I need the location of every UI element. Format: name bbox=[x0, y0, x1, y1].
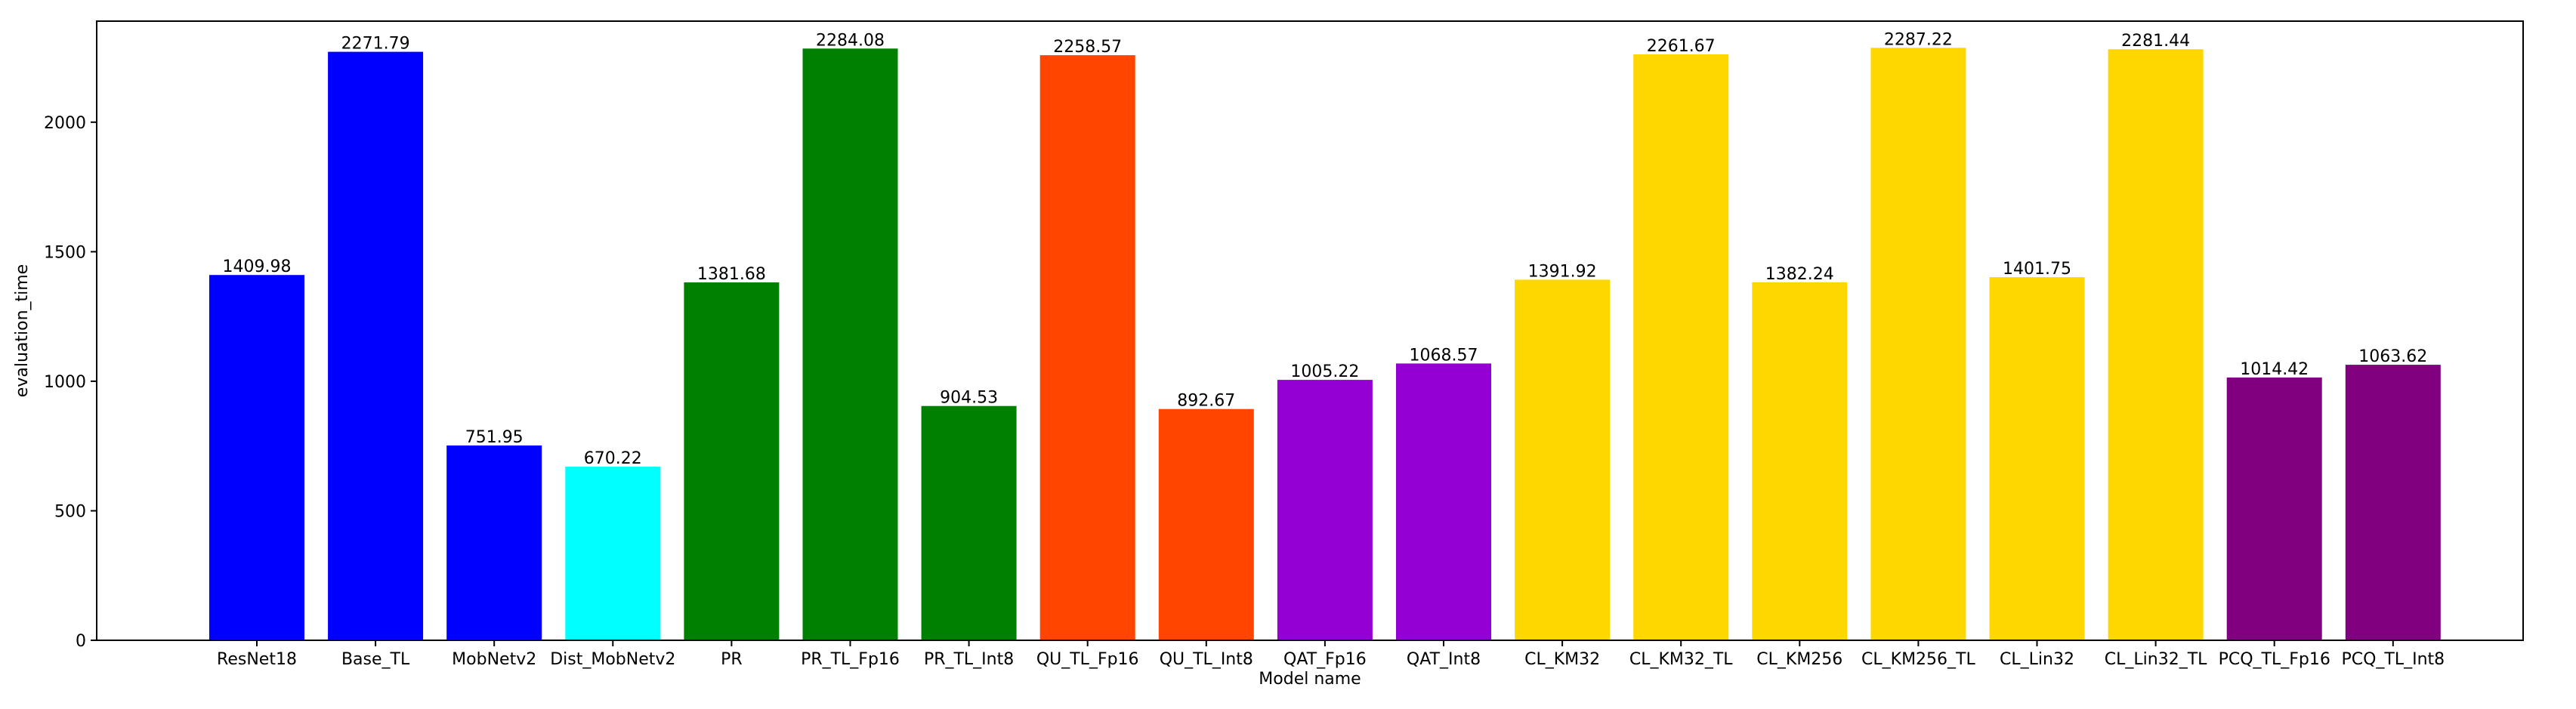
data-label: 670.22 bbox=[584, 449, 642, 468]
x-tick-label: PCQ_TL_Fp16 bbox=[2219, 650, 2330, 669]
bar-pr bbox=[684, 282, 780, 640]
bar-cl-lin32-tl bbox=[2108, 49, 2204, 640]
x-tick-label: QU_TL_Int8 bbox=[1160, 650, 1253, 669]
x-axis-title: Model name bbox=[1259, 670, 1361, 689]
x-tick-label: CL_Lin32 bbox=[2000, 650, 2074, 669]
x-tick-label: PR_TL_Int8 bbox=[924, 650, 1014, 669]
data-label: 1063.62 bbox=[2358, 347, 2427, 366]
x-tick-label: CL_KM32 bbox=[1524, 650, 1600, 669]
data-label: 1401.75 bbox=[2003, 260, 2071, 279]
bar-qat-fp16 bbox=[1277, 380, 1373, 640]
value-labels: 1409.98 2271.79 751.95 670.22 1381.68 2284.08… bbox=[223, 30, 2428, 468]
x-tick-label: PR_TL_Fp16 bbox=[801, 650, 900, 669]
x-tick-label: QU_TL_Fp16 bbox=[1036, 650, 1139, 669]
x-tick-label: CL_KM256_TL bbox=[1861, 650, 1975, 669]
x-tick-label: Dist_MobNetv2 bbox=[550, 650, 675, 669]
data-label: 1391.92 bbox=[1528, 262, 1597, 281]
x-tick-label: PCQ_TL_Int8 bbox=[2341, 650, 2445, 669]
y-axis-ticks: 0 500 1000 1500 2000 bbox=[44, 114, 97, 651]
x-tick-label: CL_KM32_TL bbox=[1629, 650, 1733, 669]
data-label: 751.95 bbox=[465, 428, 524, 447]
x-tick-label: ResNet18 bbox=[217, 650, 297, 669]
bar-pr-tl-int8 bbox=[921, 405, 1017, 640]
axes: 0 500 1000 1500 2000 ResNet18 Base_TL MobNetv2… bbox=[44, 20, 2524, 669]
y-tick-label: 1500 bbox=[44, 243, 86, 262]
data-label: 1005.22 bbox=[1290, 362, 1359, 381]
data-label: 1382.24 bbox=[1765, 265, 1834, 284]
y-tick-label: 0 bbox=[76, 632, 86, 651]
x-tick-label: Base_TL bbox=[341, 650, 410, 669]
x-tick-label: CL_KM256 bbox=[1756, 650, 1842, 669]
bars bbox=[209, 48, 2441, 641]
bar-pcq-tl-fp16 bbox=[2226, 378, 2322, 640]
bar-resnet18 bbox=[209, 275, 304, 640]
data-label: 2261.67 bbox=[1647, 37, 1716, 56]
bar-cl-lin32 bbox=[1989, 277, 2085, 640]
bar-dist-mobnetv2 bbox=[565, 467, 661, 640]
bar-cl-km256 bbox=[1752, 282, 1848, 640]
bar-pcq-tl-int8 bbox=[2345, 365, 2441, 640]
data-label: 1068.57 bbox=[1410, 346, 1478, 365]
data-label: 892.67 bbox=[1177, 392, 1235, 411]
y-tick-label: 2000 bbox=[44, 114, 86, 133]
bar-qu-tl-int8 bbox=[1158, 408, 1254, 640]
x-tick-label: QAT_Fp16 bbox=[1283, 650, 1367, 669]
data-label: 2258.57 bbox=[1053, 38, 1122, 57]
x-tick-label: MobNetv2 bbox=[452, 650, 536, 669]
plot-frame bbox=[96, 20, 2524, 641]
data-label: 904.53 bbox=[940, 389, 998, 408]
x-axis-ticks: ResNet18 Base_TL MobNetv2 Dist_MobNetv2 PR PR… bbox=[217, 640, 2445, 669]
bar-pr-tl-fp16 bbox=[802, 48, 898, 641]
x-tick-label: QAT_Int8 bbox=[1407, 650, 1481, 669]
data-label: 2287.22 bbox=[1884, 30, 1953, 49]
data-label: 2281.44 bbox=[2121, 32, 2190, 51]
bar-cl-km32 bbox=[1515, 279, 1611, 640]
bar-qat-int8 bbox=[1396, 363, 1491, 640]
data-label: 2284.08 bbox=[816, 31, 885, 50]
bar-mobnetv2 bbox=[446, 445, 542, 640]
data-label: 1409.98 bbox=[223, 257, 292, 276]
x-tick-label: CL_Lin32_TL bbox=[2105, 650, 2207, 669]
y-tick-label: 500 bbox=[54, 503, 86, 522]
bar-cl-km256-tl bbox=[1870, 48, 1966, 641]
data-label: 1381.68 bbox=[697, 265, 766, 284]
data-label: 1014.42 bbox=[2240, 360, 2309, 379]
bar-base-tl bbox=[328, 51, 424, 641]
data-label: 2271.79 bbox=[341, 35, 410, 54]
bar-cl-km32-tl bbox=[1633, 54, 1729, 640]
bar-qu-tl-fp16 bbox=[1039, 55, 1135, 641]
x-tick-label: PR bbox=[721, 650, 743, 669]
y-axis-title: evaluation_time bbox=[13, 264, 32, 397]
y-tick-label: 1000 bbox=[44, 373, 86, 392]
